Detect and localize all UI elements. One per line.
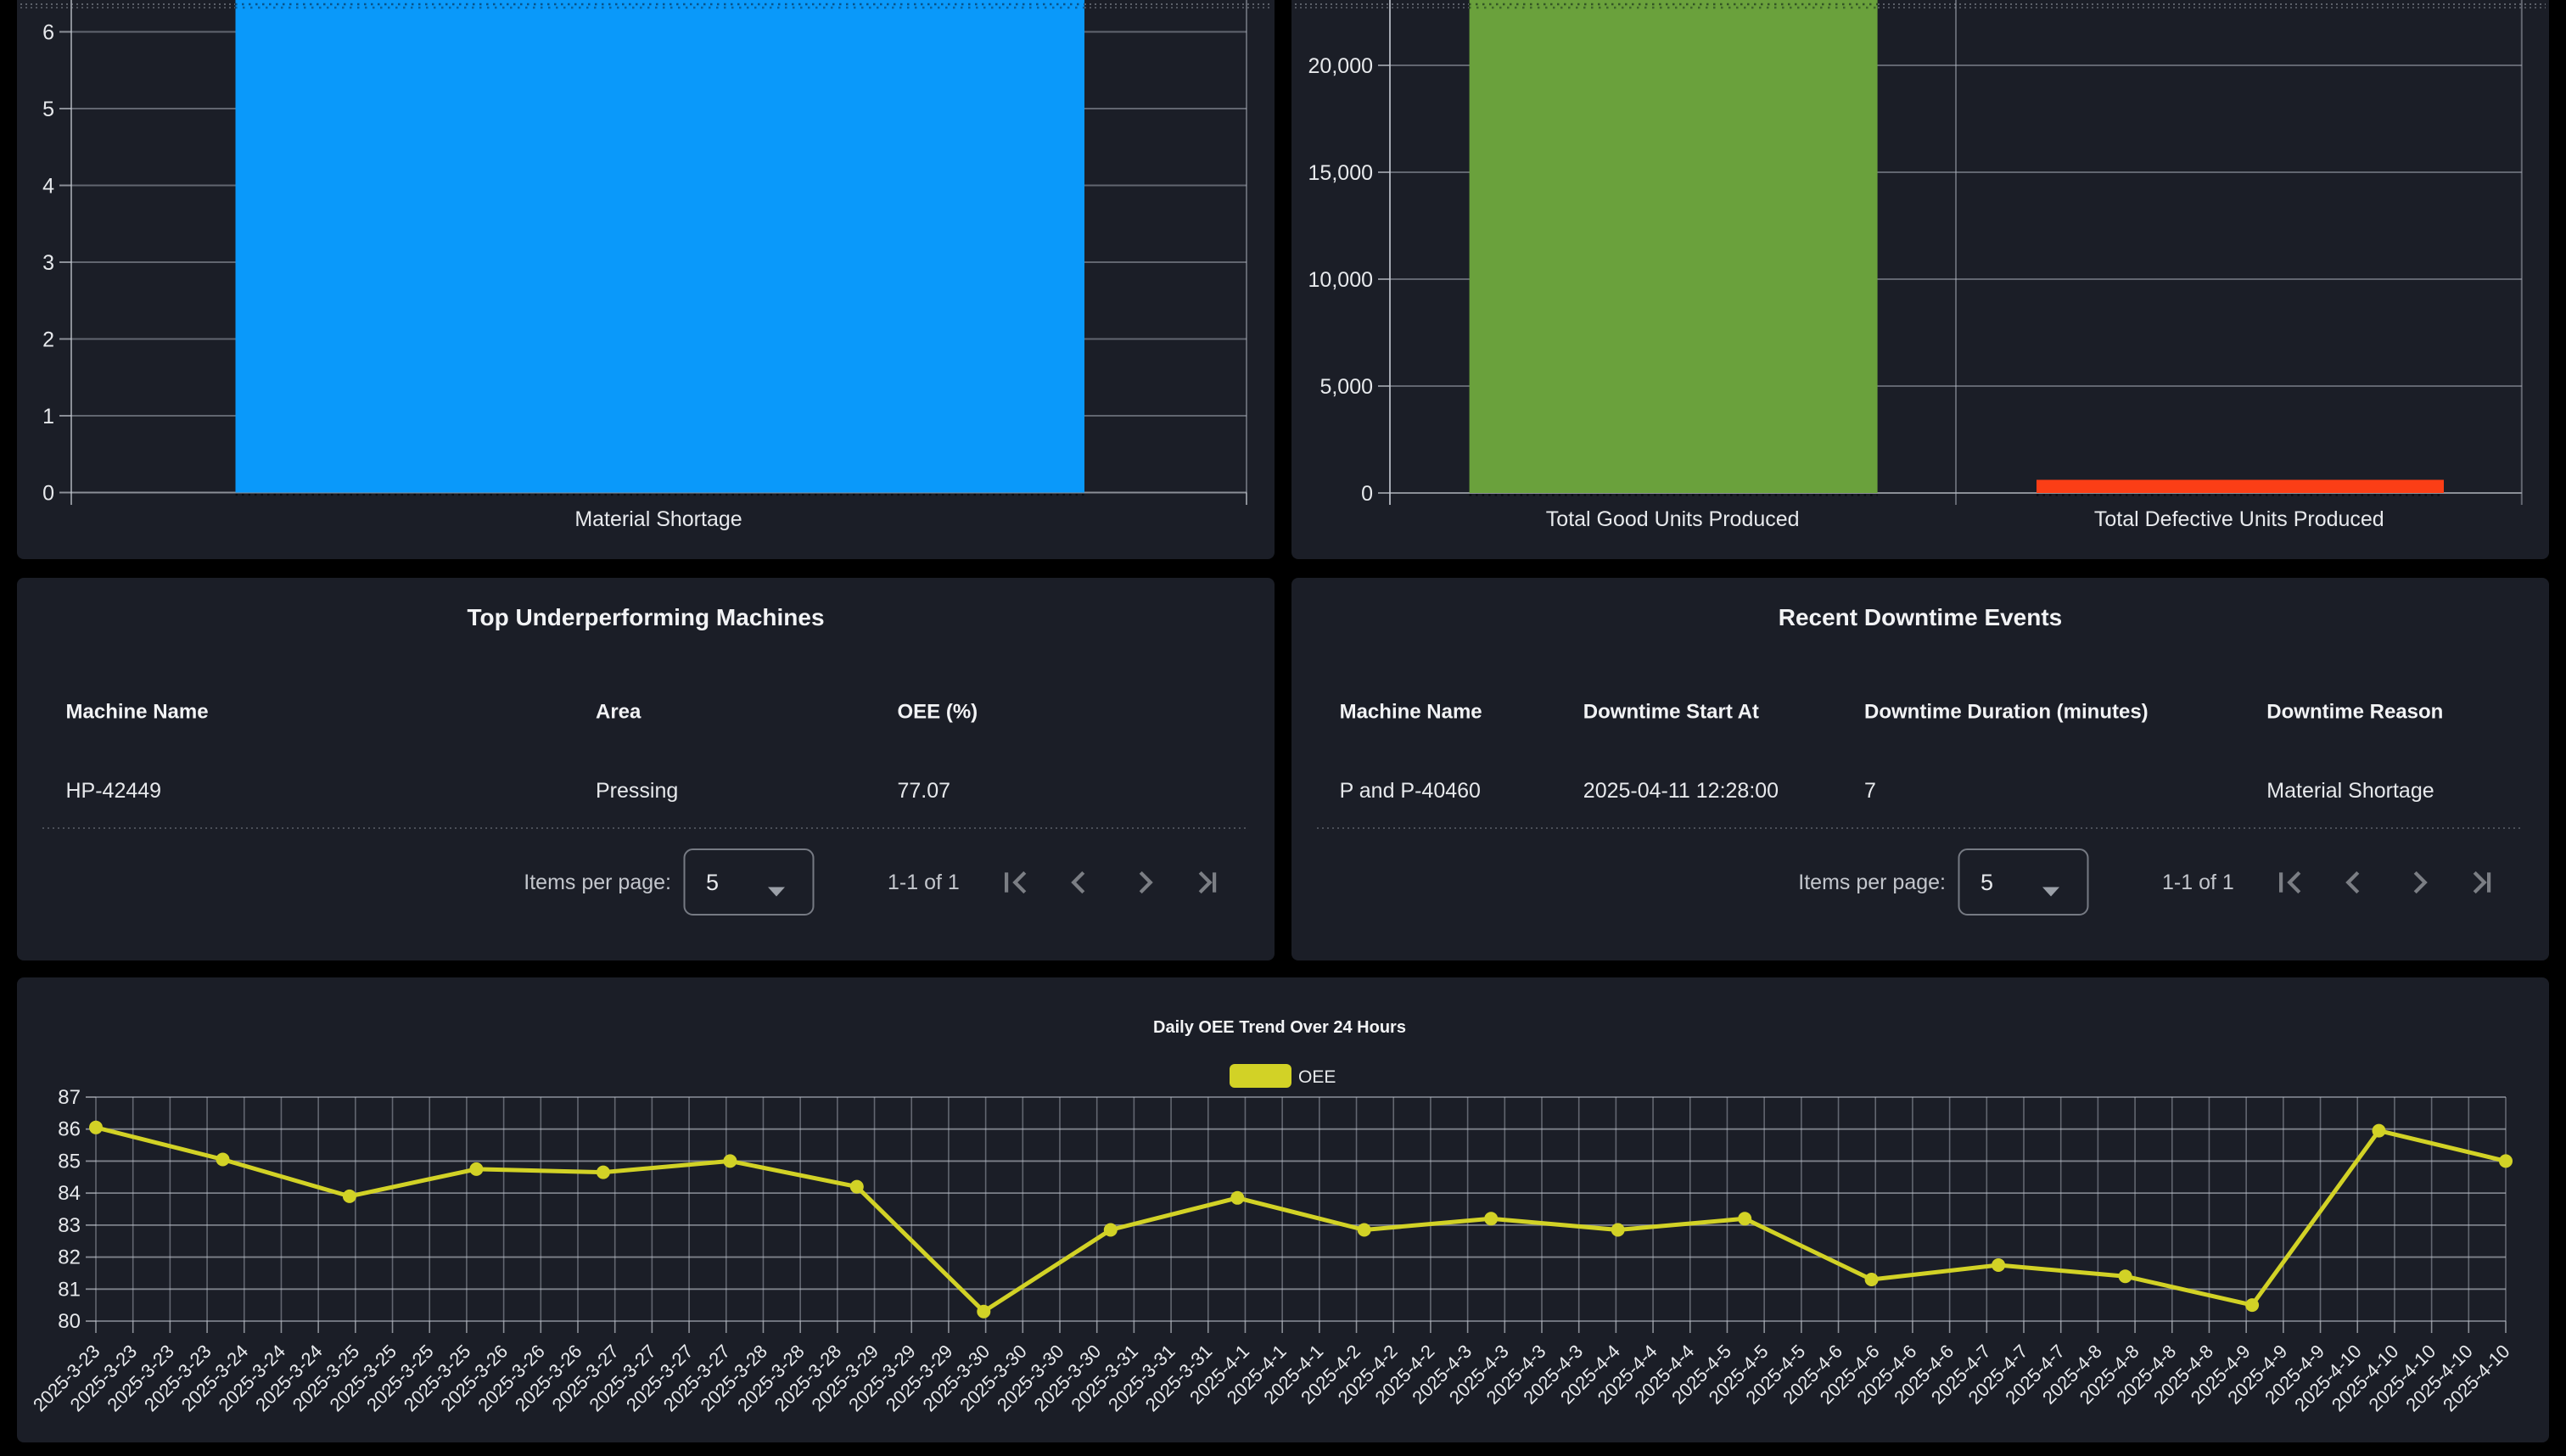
svg-text:3: 3 <box>42 251 54 275</box>
svg-text:6: 6 <box>42 21 54 45</box>
svg-text:20,000: 20,000 <box>1308 54 1373 78</box>
svg-text:86: 86 <box>58 1118 81 1141</box>
svg-text:HP-42449: HP-42449 <box>66 779 162 803</box>
svg-text:OEE: OEE <box>1298 1067 1336 1087</box>
svg-text:Downtime Start At: Downtime Start At <box>1583 701 1759 724</box>
svg-text:5: 5 <box>1981 870 1993 895</box>
svg-text:Items per page:: Items per page: <box>1798 871 1946 894</box>
svg-text:Downtime Reason: Downtime Reason <box>2266 701 2443 724</box>
svg-text:81: 81 <box>58 1278 81 1301</box>
svg-text:OEE (%): OEE (%) <box>898 701 978 724</box>
svg-text:Material Shortage: Material Shortage <box>2266 779 2434 803</box>
svg-text:82: 82 <box>58 1246 81 1269</box>
svg-text:1-1 of 1: 1-1 of 1 <box>2162 871 2234 894</box>
svg-text:0: 0 <box>42 482 54 506</box>
svg-text:15,000: 15,000 <box>1308 161 1373 185</box>
svg-text:Recent Downtime Events: Recent Downtime Events <box>1779 604 2063 630</box>
svg-text:83: 83 <box>58 1214 81 1237</box>
svg-text:10,000: 10,000 <box>1308 268 1373 292</box>
svg-text:80: 80 <box>58 1310 81 1333</box>
svg-text:Total Defective Units Produced: Total Defective Units Produced <box>2094 507 2384 531</box>
svg-text:Machine Name: Machine Name <box>1340 701 1482 724</box>
svg-text:5: 5 <box>42 98 54 121</box>
svg-text:Items per page:: Items per page: <box>524 871 671 894</box>
svg-text:1: 1 <box>42 405 54 428</box>
svg-text:2: 2 <box>42 328 54 352</box>
svg-text:85: 85 <box>58 1150 81 1173</box>
svg-text:1-1 of 1: 1-1 of 1 <box>888 871 960 894</box>
svg-text:0: 0 <box>1361 482 1373 506</box>
svg-text:Daily OEE Trend Over 24 Hours: Daily OEE Trend Over 24 Hours <box>1153 1018 1406 1037</box>
svg-text:Material Shortage: Material Shortage <box>574 507 742 531</box>
svg-text:7: 7 <box>1864 779 1876 803</box>
svg-text:Top Underperforming Machines: Top Underperforming Machines <box>467 604 824 630</box>
svg-text:2025-04-11 12:28:00: 2025-04-11 12:28:00 <box>1583 779 1779 803</box>
svg-text:Machine Name: Machine Name <box>66 701 209 724</box>
svg-text:5: 5 <box>706 870 719 895</box>
svg-text:77.07: 77.07 <box>898 779 951 803</box>
svg-text:Area: Area <box>596 701 642 724</box>
svg-text:5,000: 5,000 <box>1319 375 1373 399</box>
svg-text:P and P-40460: P and P-40460 <box>1340 779 1481 803</box>
svg-text:Downtime Duration (minutes): Downtime Duration (minutes) <box>1864 701 2149 724</box>
svg-text:4: 4 <box>42 175 54 199</box>
svg-text:84: 84 <box>58 1182 81 1205</box>
svg-text:Pressing: Pressing <box>596 779 678 803</box>
svg-text:87: 87 <box>58 1086 81 1109</box>
svg-text:Total Good Units Produced: Total Good Units Produced <box>1546 507 1800 531</box>
